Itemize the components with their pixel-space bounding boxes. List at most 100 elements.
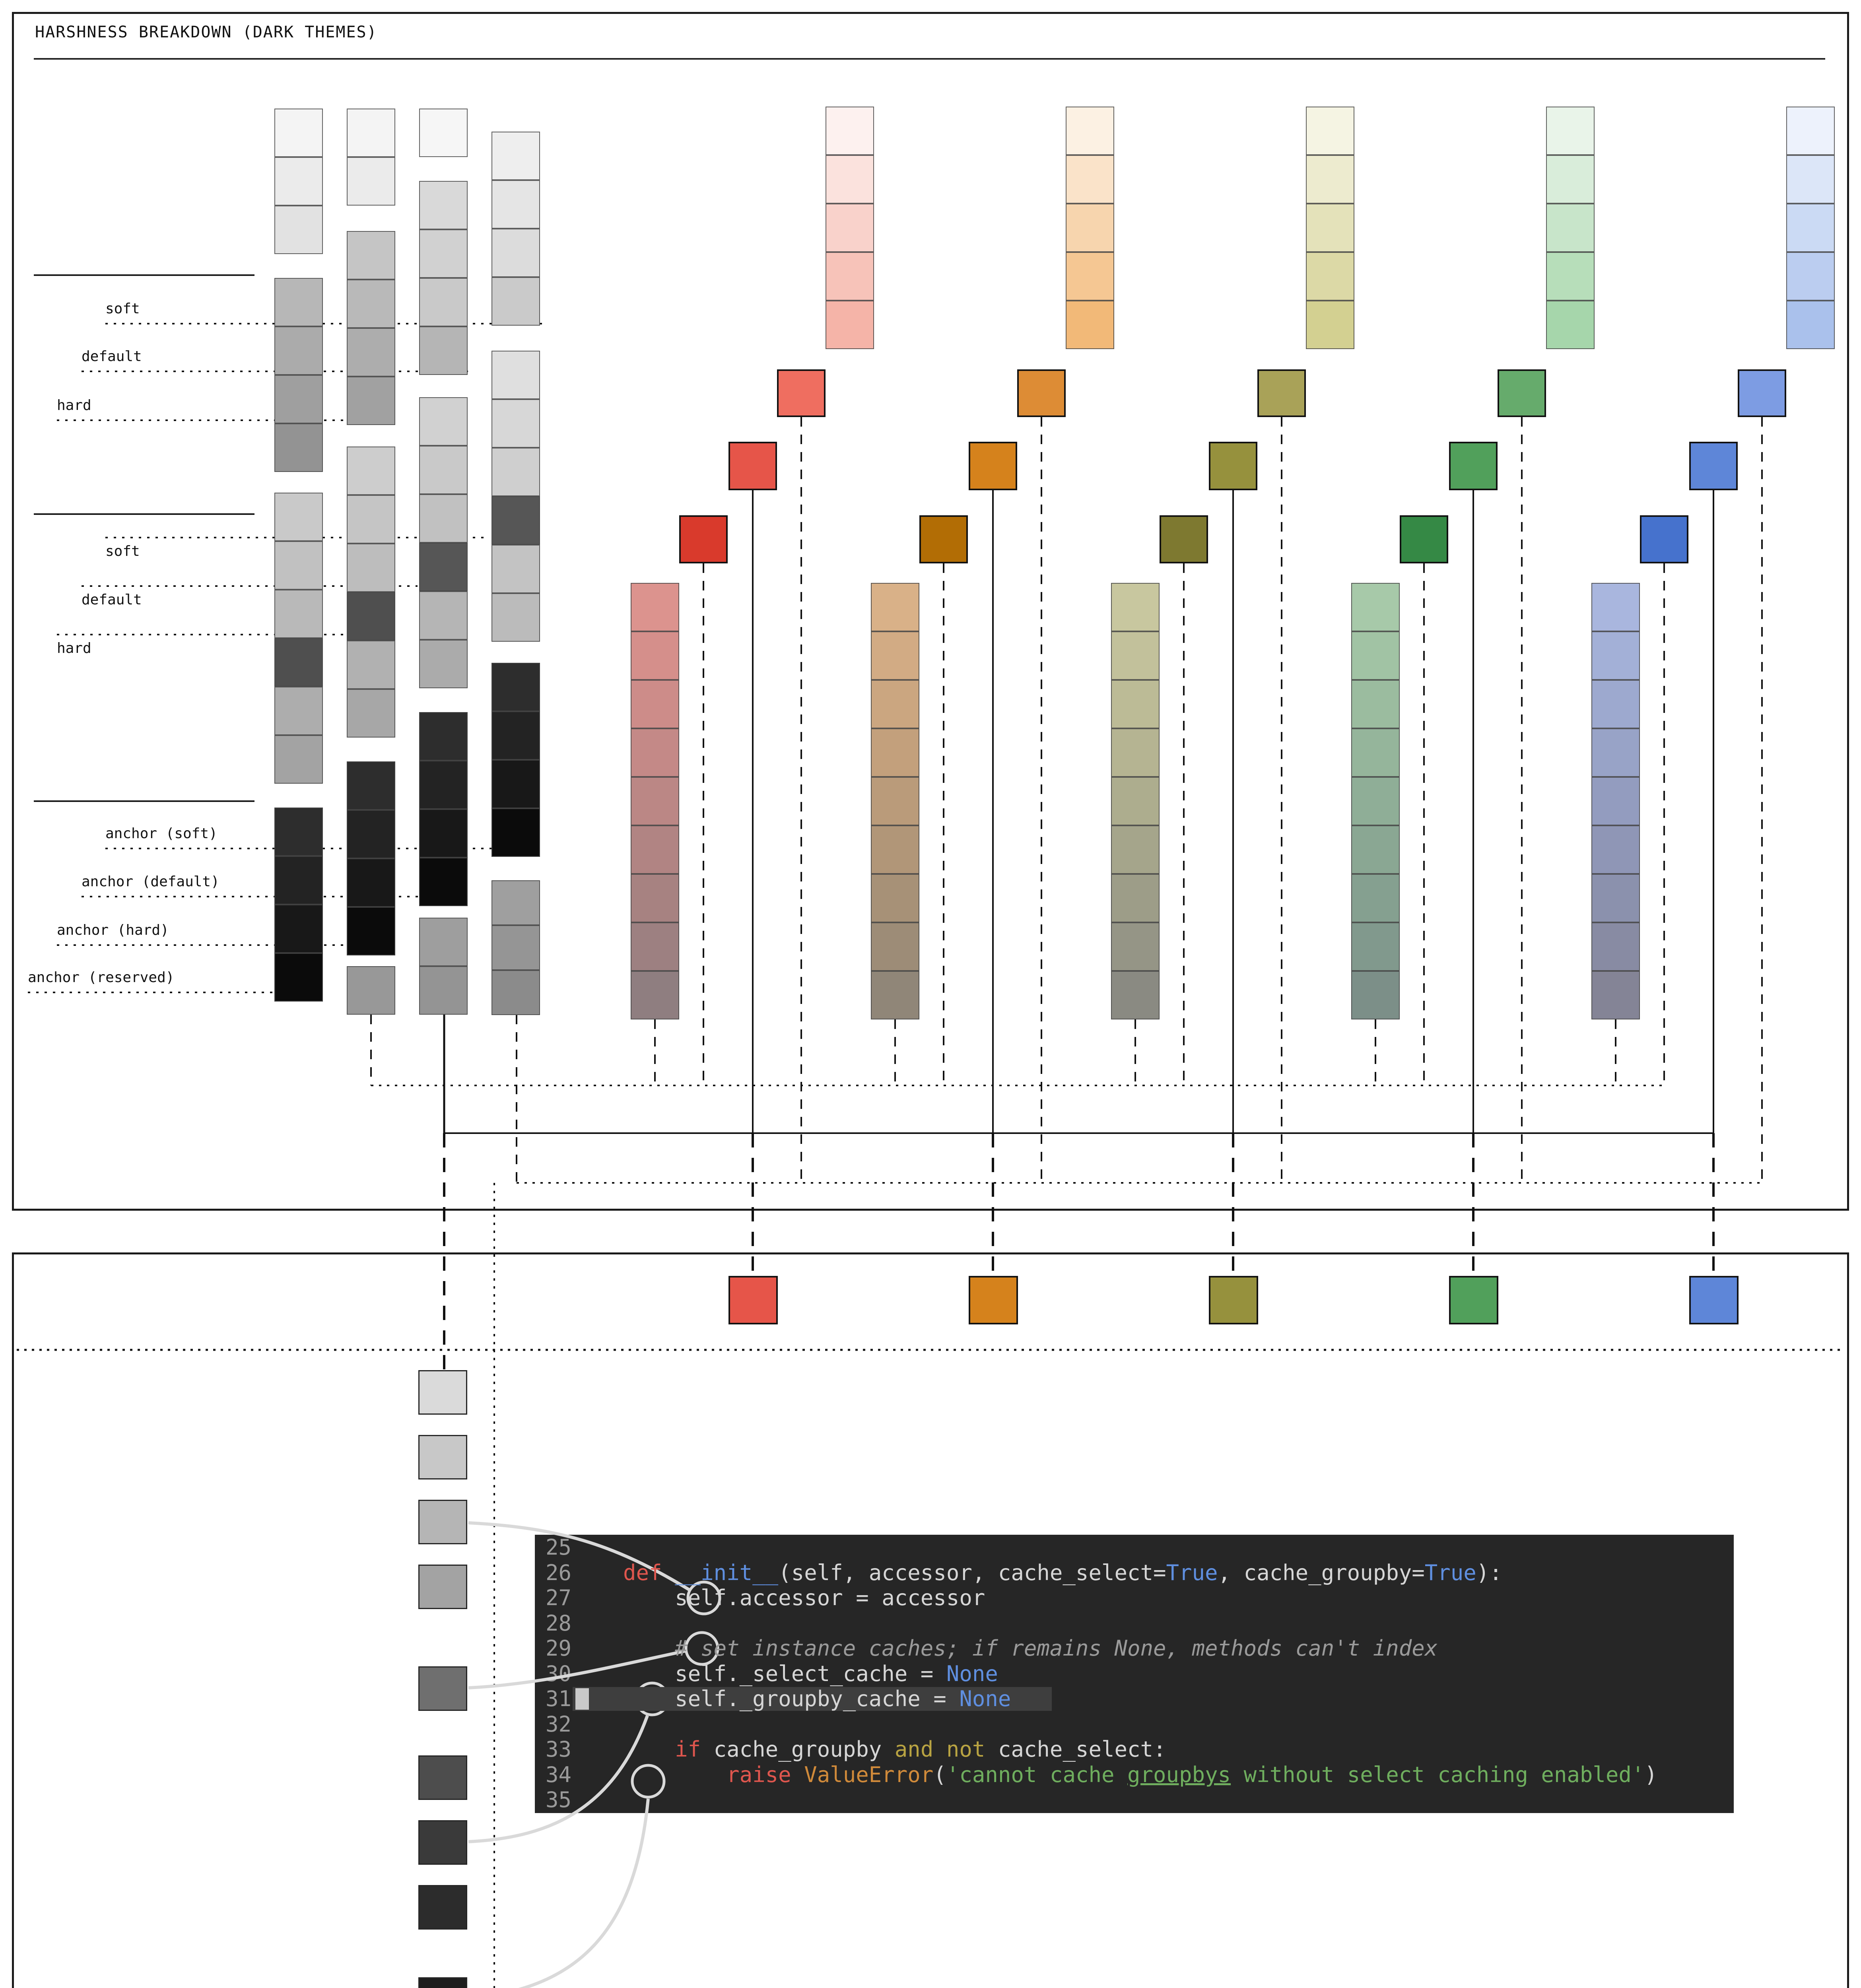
gray-col3-band [419, 591, 468, 640]
page-title: HARSHNESS BREAKDOWN (DARK THEMES) [35, 23, 377, 41]
muted-green [1351, 825, 1400, 874]
gray-col4-band [491, 448, 540, 496]
code-token-const: True [1166, 1560, 1218, 1585]
tint-olive [1306, 252, 1354, 301]
muted-red [631, 680, 679, 728]
code-token-op: not [946, 1737, 998, 1762]
row-label-1-1: default [82, 592, 142, 608]
gray-col2-band [347, 328, 395, 377]
gray-col2-band [347, 592, 395, 641]
muted-green [1351, 874, 1400, 922]
gray-col4-band [491, 277, 540, 326]
gray-col1-band [274, 687, 323, 735]
legend-swatch-5 [418, 1755, 467, 1800]
tint-blue [1786, 252, 1835, 301]
gray-col1-band [274, 905, 323, 953]
gray-col1-band [274, 953, 323, 1002]
legend-swatch-4 [418, 1666, 467, 1711]
gray-col1-band [274, 278, 323, 326]
row-label-2-3: anchor (reserved) [28, 969, 175, 986]
code-line-33: 33 if cache_groupby and not cache_select… [535, 1737, 1734, 1762]
title-rule [34, 58, 1825, 60]
muted-blue [1591, 631, 1640, 680]
annotation-circle-body-text [686, 1580, 721, 1615]
muted-orange [871, 971, 919, 1019]
top-panel-border [12, 12, 1849, 1211]
gray-col3-band [419, 712, 468, 761]
callout-curve-bg0 [518, 1798, 650, 1988]
gray-col3-band [419, 494, 468, 543]
row-label-1-2: hard [57, 640, 91, 656]
code-token-kw: raise [727, 1762, 804, 1787]
callout-curve-comments [468, 1649, 686, 1689]
code-token-tx: , cache_groupby= [1218, 1560, 1425, 1585]
code-token-kw: def [623, 1560, 675, 1585]
gray-col4-band [491, 496, 540, 545]
hard-olive [1160, 515, 1208, 563]
tint-blue [1786, 204, 1835, 252]
code-line-29: 29 # set instance caches; if remains Non… [535, 1636, 1734, 1661]
muted-olive [1111, 631, 1160, 680]
tint-green [1546, 204, 1595, 252]
muted-green [1351, 728, 1400, 777]
gray-col2-band [347, 109, 395, 157]
panel2-red-swatch [728, 1276, 778, 1324]
gray-col1-band [274, 375, 323, 423]
panel2-orange-swatch [969, 1276, 1018, 1324]
code-token-str: 'cannot cache [946, 1762, 1127, 1787]
gray-col4-band [491, 229, 540, 277]
muted-orange [871, 922, 919, 971]
code-token-const: True [1424, 1560, 1476, 1585]
line-number: 34 [545, 1762, 571, 1787]
muted-olive [1111, 583, 1160, 631]
code-line-25: 25 [535, 1535, 1734, 1560]
line-number: 33 [545, 1737, 571, 1762]
line-number: 35 [545, 1787, 571, 1813]
muted-red [631, 874, 679, 922]
soft-green [1498, 369, 1546, 417]
muted-orange [871, 583, 919, 631]
muted-red [631, 583, 679, 631]
gray-col4-band [491, 593, 540, 642]
gray-col1-band [274, 856, 323, 905]
gray-col1-band [274, 808, 323, 856]
muted-orange [871, 631, 919, 680]
code-token-tx: cache_groupby [713, 1737, 895, 1762]
gray-col1-band [274, 590, 323, 638]
code-text: self._groupby_cache = None [571, 1686, 1011, 1711]
hard-red [679, 515, 728, 563]
code-text: self.accessor = accessor [571, 1585, 985, 1610]
gray-col1-band [274, 326, 323, 375]
gray-col4-band [491, 970, 540, 1015]
bottom-panel-border [12, 1252, 1849, 1988]
gray-col3-band [419, 918, 468, 966]
line-number: 26 [545, 1560, 571, 1585]
tint-red [826, 301, 874, 349]
gray-col1-band [274, 541, 323, 590]
gray-col3-band [419, 229, 468, 278]
muted-blue [1591, 777, 1640, 825]
line-number: 29 [545, 1636, 571, 1661]
code-line-28: 28 [535, 1611, 1734, 1636]
panel2-olive-swatch [1209, 1276, 1258, 1324]
gray-col4-band [491, 711, 540, 760]
gray-col2-band [347, 858, 395, 907]
code-token-tx: (self, accessor, cache_select= [778, 1560, 1166, 1585]
muted-orange [871, 874, 919, 922]
code-token-const: None [946, 1661, 998, 1686]
gray-col2-band [347, 447, 395, 495]
gray-col4-band [491, 132, 540, 180]
panel2-blue-swatch [1689, 1276, 1739, 1324]
muted-red [631, 631, 679, 680]
gray-col2-band [347, 377, 395, 425]
gray-col3-band [419, 858, 468, 906]
default-blue [1689, 442, 1738, 490]
gray-col3-band [419, 966, 468, 1015]
gray-col4-band [491, 925, 540, 970]
code-token-str-u: groupbys [1127, 1762, 1231, 1787]
muted-olive [1111, 874, 1160, 922]
gray-col3-band [419, 326, 468, 375]
section-underline [34, 513, 254, 515]
code-line-30: 30 self._select_cache = None [535, 1661, 1734, 1687]
muted-olive [1111, 680, 1160, 728]
